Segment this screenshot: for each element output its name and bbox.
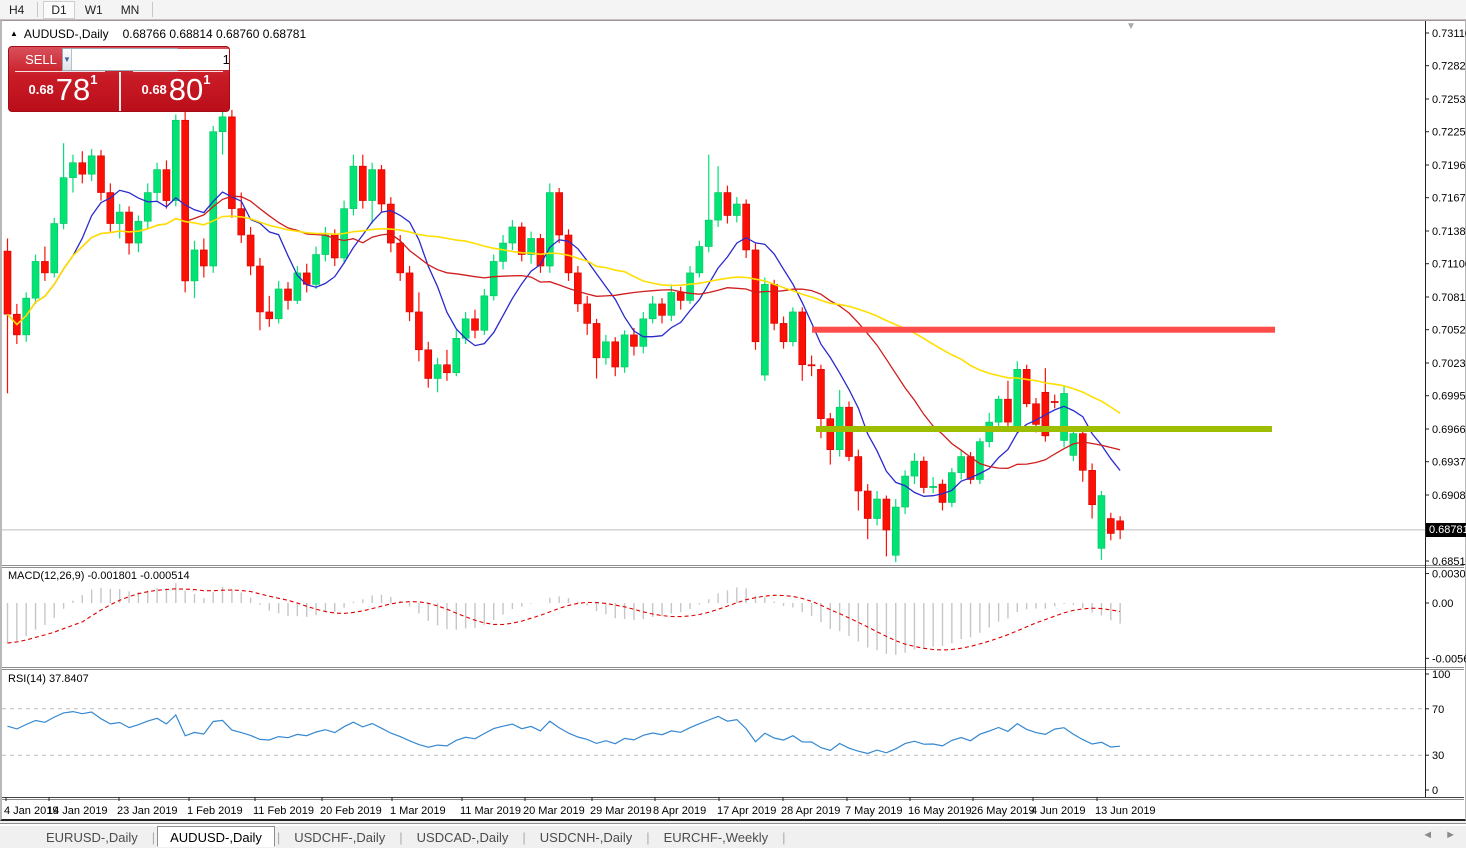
current-price-tag: 0.68781 bbox=[1426, 522, 1466, 537]
timeframe-mn-button[interactable]: MN bbox=[113, 1, 148, 19]
buy-underline bbox=[133, 71, 223, 72]
one-click-trading-widget: SELL ▼ ▲ BUY 0.68781 0.68801 bbox=[8, 46, 230, 112]
tab-separator: | bbox=[276, 829, 281, 845]
chart-title: ▲ AUDUSD-,Daily 0.68766 0.68814 0.68760 0.… bbox=[10, 27, 306, 41]
timeframe-h4-button[interactable]: H4 bbox=[1, 1, 32, 19]
chart-tab-bar: EURUSD-,Daily | AUDUSD-,Daily | USDCHF-,… bbox=[0, 825, 1466, 848]
buy-price-button[interactable]: 0.68801 bbox=[122, 72, 229, 111]
chart-window[interactable] bbox=[0, 20, 1466, 821]
timeframe-w1-button[interactable]: W1 bbox=[77, 1, 111, 19]
tab-scroll-left-icon[interactable]: ◄ bbox=[1422, 829, 1434, 841]
sell-button[interactable]: SELL bbox=[25, 52, 57, 67]
rsi-indicator-label: RSI(14) 37.8407 bbox=[8, 673, 89, 685]
buy-price-prefix: 0.68 bbox=[141, 82, 167, 97]
chart-shift-marker-icon[interactable]: ▼ bbox=[1126, 21, 1136, 32]
chart-symbol-period: AUDUSD-,Daily bbox=[23, 27, 109, 41]
sell-price-prefix: 0.68 bbox=[28, 82, 54, 97]
timeframe-toolbar: H4 D1 W1 MN bbox=[0, 0, 1466, 20]
tab-eurusd-daily[interactable]: EURUSD-,Daily bbox=[46, 829, 138, 845]
tab-scroll-right-icon[interactable]: ► bbox=[1445, 829, 1456, 841]
toolbar-separator bbox=[152, 2, 154, 17]
sell-price-button[interactable]: 0.68781 bbox=[9, 72, 117, 111]
tab-separator: | bbox=[782, 829, 786, 845]
sell-price-pip: 1 bbox=[90, 72, 98, 87]
macd-indicator-label: MACD(12,26,9) -0.001801 -0.000514 bbox=[8, 570, 190, 582]
tab-usdcad-daily[interactable]: USDCAD-,Daily bbox=[416, 829, 509, 845]
volume-input[interactable] bbox=[71, 49, 229, 70]
price-divider bbox=[119, 72, 121, 111]
buy-price-big: 80 bbox=[168, 72, 204, 107]
volume-stepper: ▼ ▲ bbox=[62, 48, 229, 71]
tab-separator: | bbox=[522, 829, 526, 845]
toolbar-separator bbox=[37, 2, 39, 17]
tab-separator: | bbox=[151, 829, 156, 845]
volume-decrease-button[interactable]: ▼ bbox=[63, 49, 72, 70]
tab-separator: | bbox=[646, 829, 650, 845]
tab-eurchf-weekly[interactable]: EURCHF-,Weekly bbox=[663, 829, 769, 845]
chart-ohlc-values: 0.68766 0.68814 0.68760 0.68781 bbox=[122, 27, 307, 41]
tabbar-divider bbox=[0, 823, 1466, 826]
collapse-triangle-icon[interactable]: ▲ bbox=[10, 29, 18, 38]
buy-button[interactable]: BUY bbox=[183, 52, 211, 67]
tab-separator: | bbox=[399, 829, 403, 845]
sell-price-big: 78 bbox=[55, 72, 91, 107]
sell-underline bbox=[15, 71, 105, 72]
tab-audusd-daily[interactable]: AUDUSD-,Daily bbox=[157, 825, 275, 847]
tab-usdcnh-daily[interactable]: USDCNH-,Daily bbox=[539, 829, 633, 845]
timeframe-d1-button[interactable]: D1 bbox=[43, 0, 75, 19]
tab-usdchf-daily[interactable]: USDCHF-,Daily bbox=[294, 829, 386, 845]
buy-price-pip: 1 bbox=[203, 72, 211, 87]
